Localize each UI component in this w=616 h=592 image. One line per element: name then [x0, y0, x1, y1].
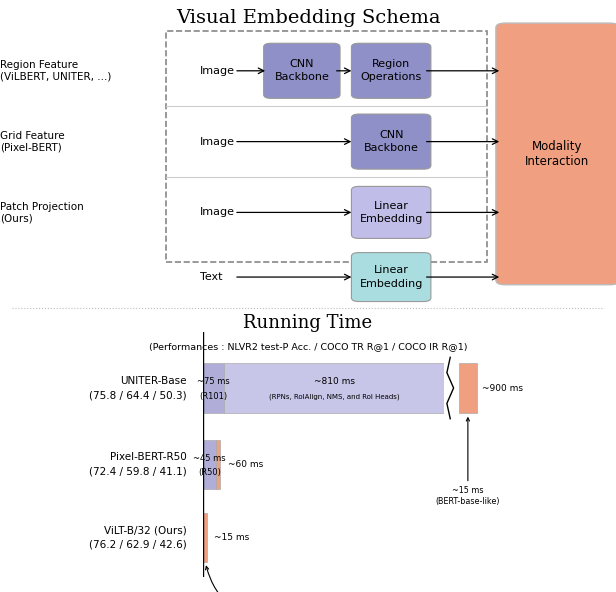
Bar — [203, 363, 224, 413]
Text: ~900 ms: ~900 ms — [482, 384, 523, 392]
Text: Region Feature
(ViLBERT, UNITER, ...): Region Feature (ViLBERT, UNITER, ...) — [0, 60, 111, 82]
Text: Pixel-BERT-R50
(72.4 / 59.8 / 41.1): Pixel-BERT-R50 (72.4 / 59.8 / 41.1) — [89, 452, 187, 476]
Text: (Performances : NLVR2 test-P Acc. / COCO TR R@1 / COCO IR R@1): (Performances : NLVR2 test-P Acc. / COCO… — [148, 342, 468, 351]
Text: Image: Image — [200, 137, 235, 147]
Text: ~60 ms: ~60 ms — [228, 459, 263, 469]
Text: CNN
Backbone: CNN Backbone — [274, 59, 330, 82]
Text: Region
Operations: Region Operations — [360, 59, 422, 82]
Text: ~810 ms: ~810 ms — [314, 377, 355, 387]
Text: ViLT-B/32 (Ours)
(76.2 / 62.9 / 42.6): ViLT-B/32 (Ours) (76.2 / 62.9 / 42.6) — [89, 526, 187, 550]
Text: ~0.4 ms
(Linear Embedding): ~0.4 ms (Linear Embedding) — [206, 567, 310, 592]
Bar — [224, 363, 445, 413]
Text: Linear
Embedding: Linear Embedding — [360, 201, 423, 224]
Text: ~15 ms
(BERT-base-like): ~15 ms (BERT-base-like) — [436, 418, 500, 506]
Text: Running Time: Running Time — [243, 314, 373, 332]
FancyBboxPatch shape — [351, 114, 431, 169]
Text: Visual Embedding Schema: Visual Embedding Schema — [176, 9, 440, 27]
Text: (R50): (R50) — [198, 468, 221, 477]
Text: Image: Image — [200, 207, 235, 217]
Text: Linear
Embedding: Linear Embedding — [360, 265, 423, 289]
Text: Patch Projection
(Ours): Patch Projection (Ours) — [0, 202, 84, 223]
Text: (RPNs, RoIAlign, NMS, and RoI Heads): (RPNs, RoIAlign, NMS, and RoI Heads) — [269, 393, 400, 400]
Bar — [216, 440, 220, 489]
Text: Image: Image — [200, 66, 235, 76]
FancyBboxPatch shape — [351, 43, 431, 98]
FancyBboxPatch shape — [351, 186, 431, 239]
Text: ~75 ms: ~75 ms — [197, 377, 230, 387]
Text: Grid Feature
(Pixel-BERT): Grid Feature (Pixel-BERT) — [0, 131, 65, 152]
Text: ~15 ms: ~15 ms — [214, 533, 249, 542]
Bar — [444, 358, 456, 419]
Text: UNITER-Base
(75.8 / 64.4 / 50.3): UNITER-Base (75.8 / 64.4 / 50.3) — [89, 376, 187, 400]
FancyBboxPatch shape — [351, 253, 431, 301]
Text: Text: Text — [200, 272, 223, 282]
Text: (R101): (R101) — [200, 392, 227, 401]
Bar — [459, 363, 477, 413]
Bar — [203, 440, 216, 489]
FancyBboxPatch shape — [264, 43, 340, 98]
Bar — [203, 513, 208, 562]
FancyBboxPatch shape — [496, 23, 616, 285]
Text: ~45 ms: ~45 ms — [193, 453, 225, 462]
Text: CNN
Backbone: CNN Backbone — [363, 130, 419, 153]
Text: Modality
Interaction: Modality Interaction — [525, 140, 590, 168]
